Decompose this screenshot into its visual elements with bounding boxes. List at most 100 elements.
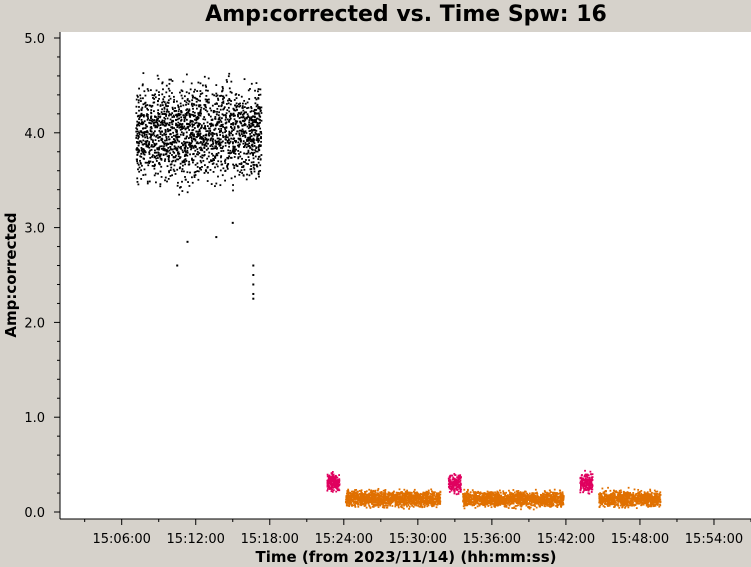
- data-point: [487, 505, 490, 507]
- data-point: [486, 503, 489, 506]
- data-point: [157, 124, 160, 127]
- data-point: [224, 158, 227, 161]
- data-point: [462, 505, 465, 508]
- data-point: [166, 105, 169, 108]
- data-point: [223, 106, 226, 109]
- data-point: [136, 141, 138, 143]
- data-point: [195, 119, 198, 122]
- data-point: [229, 90, 232, 93]
- data-point: [160, 165, 163, 168]
- data-point: [156, 126, 159, 129]
- data-point: [173, 138, 176, 141]
- data-point: [457, 477, 460, 480]
- data-point: [458, 476, 461, 479]
- data-point: [153, 145, 156, 148]
- data-point: [209, 138, 212, 141]
- data-point: [137, 99, 140, 102]
- data-point: [418, 493, 421, 496]
- data-point: [226, 136, 229, 139]
- data-point: [432, 497, 435, 500]
- data-point: [394, 500, 397, 502]
- data-point: [196, 135, 199, 137]
- data-point: [490, 501, 493, 504]
- data-point: [197, 153, 199, 156]
- data-point: [327, 485, 330, 488]
- data-point: [196, 151, 199, 153]
- data-point: [142, 139, 145, 142]
- data-point: [239, 134, 241, 137]
- data-point: [394, 503, 397, 506]
- data-point: [397, 506, 400, 509]
- data-point: [238, 173, 241, 176]
- data-point: [426, 490, 429, 493]
- data-point: [360, 501, 363, 504]
- data-point: [186, 149, 189, 152]
- data-point: [337, 479, 340, 482]
- data-point: [481, 501, 484, 504]
- data-point: [241, 166, 243, 169]
- data-point: [513, 491, 516, 494]
- data-point: [364, 491, 367, 494]
- data-point: [183, 147, 186, 149]
- data-point: [138, 109, 140, 112]
- data-point: [391, 505, 394, 507]
- data-point: [386, 499, 389, 502]
- data-point: [206, 139, 209, 142]
- data-point: [171, 80, 174, 82]
- data-point: [427, 497, 430, 500]
- data-point: [250, 82, 253, 85]
- data-point: [151, 94, 154, 97]
- data-point: [382, 502, 385, 505]
- data-point: [151, 155, 153, 158]
- data-point: [331, 484, 334, 487]
- data-point: [478, 500, 481, 503]
- data-point: [250, 107, 253, 110]
- data-point: [549, 502, 551, 504]
- data-point: [374, 489, 377, 492]
- data-point: [238, 112, 241, 115]
- data-point: [356, 492, 358, 495]
- data-point: [226, 167, 229, 170]
- data-point: [454, 481, 456, 484]
- data-point: [434, 495, 437, 498]
- data-point: [156, 134, 159, 137]
- data-point: [166, 155, 169, 158]
- data-point: [500, 498, 503, 501]
- data-point: [177, 153, 180, 155]
- data-point: [172, 108, 174, 111]
- data-point: [349, 502, 352, 505]
- data-point: [541, 504, 544, 507]
- data-point: [158, 91, 160, 94]
- data-point: [370, 499, 372, 502]
- data-point: [136, 162, 139, 165]
- data-point: [146, 137, 149, 140]
- data-point: [143, 157, 145, 160]
- data-point: [152, 97, 154, 99]
- data-point: [190, 148, 192, 151]
- data-point: [377, 501, 380, 504]
- data-point: [395, 495, 397, 498]
- data-point: [362, 498, 364, 500]
- data-point: [408, 507, 410, 510]
- data-point: [532, 504, 535, 507]
- data-point: [257, 137, 260, 140]
- data-point: [253, 111, 256, 114]
- data-point: [348, 505, 351, 508]
- data-point: [184, 163, 187, 166]
- data-point: [252, 110, 255, 113]
- data-point: [515, 501, 518, 504]
- data-point: [163, 145, 165, 148]
- data-point: [419, 505, 422, 508]
- data-point: [395, 493, 397, 496]
- data-point: [480, 492, 483, 495]
- data-point: [397, 497, 400, 500]
- data-point: [140, 155, 143, 158]
- data-point: [403, 496, 405, 499]
- outlier-point: [252, 297, 255, 300]
- data-point: [352, 490, 354, 493]
- data-point: [188, 114, 191, 117]
- data-point: [195, 100, 198, 103]
- data-point: [175, 113, 178, 116]
- data-point: [229, 103, 232, 106]
- data-point: [349, 500, 352, 503]
